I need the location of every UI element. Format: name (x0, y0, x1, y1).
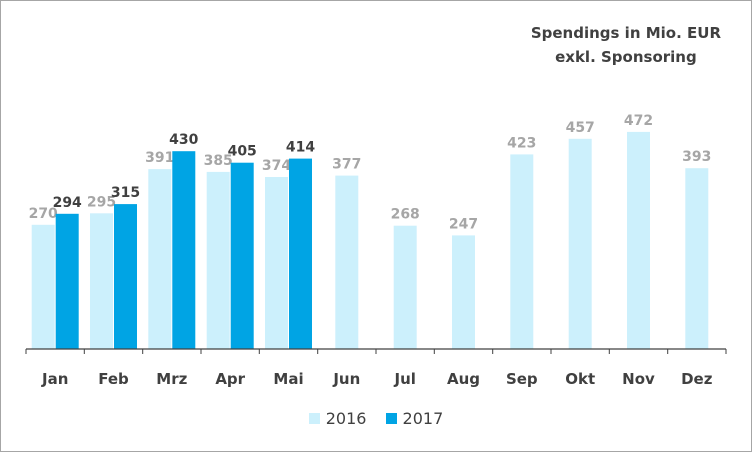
bar-2016-feb (90, 213, 113, 349)
data-label-2016-jul: 268 (391, 207, 420, 223)
legend-label-2016: 2016 (325, 409, 367, 428)
legend-swatch-2017 (385, 413, 397, 424)
x-tick-label-jul: Jul (393, 370, 415, 388)
x-tick-label-jun: Jun (332, 370, 360, 388)
x-tick-label-feb: Feb (98, 370, 129, 388)
legend-item-2016: 2016 (308, 409, 367, 428)
bar-2016-mai (265, 177, 288, 349)
data-label-2016-apr: 385 (204, 153, 233, 169)
bar-2017-apr (230, 162, 254, 349)
x-tick-label-jan: Jan (41, 370, 68, 388)
bar-2017-jan (55, 213, 79, 349)
bar-2016-mrz (148, 169, 172, 349)
legend-swatch-2016 (308, 413, 320, 424)
x-tick-label-apr: Apr (215, 370, 245, 388)
bar-2016-sep (510, 154, 534, 349)
bar-2016-aug (452, 235, 475, 349)
legend-label-2017: 2017 (402, 409, 444, 428)
data-label-2016-aug: 247 (449, 216, 478, 232)
bar-2017-mai (289, 158, 312, 349)
legend: 2016 2017 (1, 409, 751, 428)
data-label-2016-feb: 295 (87, 194, 116, 210)
legend-item-2017: 2017 (385, 409, 444, 428)
bar-2017-feb (114, 204, 137, 349)
data-label-2016-okt: 457 (566, 120, 595, 136)
bar-2016-apr (206, 171, 230, 349)
data-label-2016-sep: 423 (507, 135, 536, 151)
data-label-2017-apr: 405 (228, 144, 257, 160)
data-label-2017-mrz: 430 (169, 132, 198, 148)
bar-2017-mrz (172, 151, 196, 349)
x-tick-label-sep: Sep (506, 370, 538, 388)
data-label-2016-jun: 377 (332, 157, 361, 173)
chart-title-line1: Spendings in Mio. EUR (530, 24, 721, 42)
data-label-2016-dez: 393 (682, 149, 711, 165)
bar-2016-dez (685, 168, 709, 349)
chart-title: Spendings in Mio. EUR exkl. Sponsoring (531, 21, 721, 69)
data-label-2016-mrz: 391 (145, 150, 174, 166)
data-label-2016-jan: 270 (29, 206, 58, 222)
bar-2016-jan (31, 224, 55, 349)
bar-2016-nov (627, 131, 650, 349)
x-tick-label-okt: Okt (565, 370, 595, 388)
bar-2016-jun (335, 175, 359, 349)
data-label-2016-mai: 374 (262, 158, 291, 174)
bar-2016-jul (393, 225, 417, 349)
x-tick-label-nov: Nov (622, 370, 655, 388)
data-label-2017-mai: 414 (286, 140, 315, 156)
x-tick-label-mrz: Mrz (156, 370, 187, 388)
bar-2016-okt (568, 138, 592, 349)
data-label-2017-jan: 294 (53, 195, 82, 211)
data-label-2016-nov: 472 (624, 113, 653, 129)
x-tick-label-dez: Dez (681, 370, 713, 388)
x-tick-label-aug: Aug (447, 370, 480, 388)
x-tick-label-mai: Mai (273, 370, 303, 388)
data-label-2017-feb: 315 (111, 185, 140, 201)
chart-title-line2: exkl. Sponsoring (555, 48, 697, 66)
